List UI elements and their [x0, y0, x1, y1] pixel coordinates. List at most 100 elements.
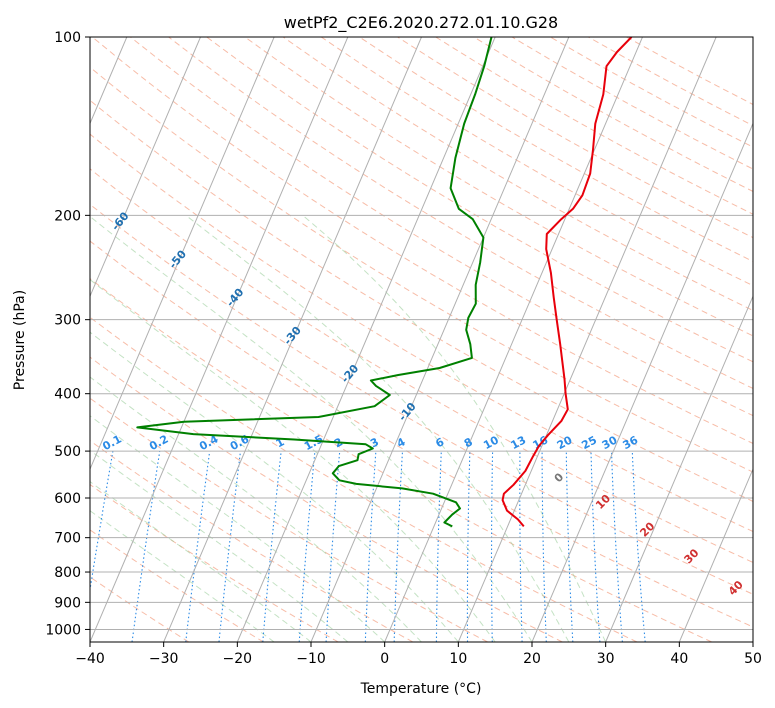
moist-adiabat-line: [90, 215, 533, 642]
mixing-ratio-line: [610, 451, 623, 642]
mixing-ratio-line: [490, 451, 494, 642]
isotherm-line: [90, 37, 349, 642]
x-tick-label: −30: [149, 651, 179, 667]
moist-adiabat-line: [90, 481, 312, 642]
isotherm-line: [605, 295, 753, 642]
dewpoint-line: [136, 37, 493, 528]
mixing-ratio-label: 10: [481, 433, 501, 452]
mixing-ratio-line: [435, 451, 442, 642]
x-tick-label: −10: [296, 651, 326, 667]
x-tick-label: 0: [380, 651, 389, 667]
mixing-ratio-label: 13: [509, 433, 529, 452]
y-tick-label: 900: [54, 595, 81, 611]
dry-adiabat-line: [244, 37, 753, 337]
isotherm-line: [236, 37, 496, 642]
mixing-ratio-line: [565, 451, 574, 642]
x-tick-label: 30: [597, 651, 615, 667]
moist-adiabat-line: [185, 214, 570, 642]
mixing-ratio-line: [185, 451, 211, 642]
y-tick-label: 400: [54, 387, 81, 403]
dry-adiabat-line: [90, 529, 264, 642]
y-tick-label: 800: [54, 565, 81, 581]
mixing-ratio-label: 3: [368, 435, 381, 450]
moist-adiabat-line: [302, 214, 607, 642]
dry-adiabat-line: [90, 278, 712, 642]
isotherm-line: [90, 37, 201, 298]
dry-adiabat-line: [90, 240, 753, 628]
dry-adiabat-label: -80: [0, 133, 17, 157]
y-tick-label: 1000: [45, 622, 81, 638]
dry-adiabat-label: -10: [396, 400, 419, 424]
dry-adiabat-line: [90, 133, 753, 533]
moist-adiabat-line: [90, 415, 386, 642]
chart-title: wetPf2_C2E6.2020.272.01.10.G28: [284, 13, 558, 33]
dry-adiabat-label: -20: [339, 362, 362, 386]
x-tick-label: −20: [223, 651, 253, 667]
dry-adiabat-line: [588, 37, 753, 127]
dry-adiabat-label: -60: [109, 209, 132, 233]
dry-adiabat-line: [90, 316, 638, 642]
line-labels: -100-90-80-70-60-50-40-30-20-100.10.20.4…: [0, 133, 746, 598]
moist-adiabat-line: [90, 510, 275, 642]
mixing-ratio-line: [298, 451, 316, 642]
dry-adiabat-line: [511, 37, 753, 170]
dry-adiabat-line: [435, 37, 753, 215]
isotherm-line: [678, 467, 753, 642]
moist-adiabat-label: 0: [552, 470, 567, 485]
mixing-ratio-line: [218, 451, 242, 642]
profile-lines: [136, 37, 633, 528]
moist-adiabat-label: 20: [637, 519, 657, 539]
mixing-ratio-line: [90, 451, 114, 594]
x-tick-label: 50: [744, 651, 762, 667]
moist-adiabat-label: 10: [593, 492, 613, 512]
mixing-ratio-label: 0.2: [147, 432, 170, 453]
dry-adiabat-line: [549, 37, 753, 148]
moist-adiabat-label: 40: [726, 578, 746, 598]
dry-adiabat-line: [90, 483, 339, 642]
isotherm-line: [384, 37, 643, 642]
dry-adiabat-line: [90, 356, 563, 642]
temperature-line: [501, 37, 633, 528]
x-tick-label: 10: [449, 651, 467, 667]
y-tick-label: 300: [54, 313, 81, 329]
isotherm-line: [457, 37, 717, 642]
dry-adiabat-line: [282, 37, 753, 312]
dry-adiabat-line: [130, 37, 753, 417]
mixing-ratio-line: [631, 451, 646, 642]
x-tick-label: 40: [670, 651, 688, 667]
dry-adiabat-line: [90, 203, 753, 595]
isotherm-line: [163, 37, 422, 642]
dry-adiabat-line: [359, 37, 753, 263]
y-tick-label: 200: [54, 208, 81, 224]
x-tick-label: −40: [75, 651, 105, 667]
moist-adiabat-line: [90, 331, 459, 642]
dry-adiabat-line: [91, 37, 753, 445]
isotherm-line: [310, 37, 570, 642]
mixing-ratio-label: 20: [555, 433, 575, 452]
axis-ticks: −40 −30 −20 −10 0 10 20 30 40 5010020030040050060…: [45, 30, 762, 667]
moist-adiabat-line: [90, 449, 349, 642]
y-tick-label: 500: [54, 444, 81, 460]
background-lines: [90, 37, 753, 642]
moist-adiabat-line: [90, 376, 422, 642]
dry-adiabat-line: [90, 397, 488, 642]
y-axis-label: Pressure (hPa): [12, 290, 28, 390]
dry-adiabat-label: -70: [52, 171, 75, 195]
y-tick-label: 600: [54, 491, 81, 507]
mixing-ratio-label: 30: [600, 433, 620, 452]
dry-adiabat-label: -40: [224, 286, 247, 310]
mixing-ratio-label: 25: [579, 433, 599, 452]
isotherm-line: [531, 122, 753, 642]
mixing-ratio-label: 1.5: [302, 432, 325, 453]
y-tick-label: 700: [54, 531, 81, 547]
isotherm-line: [90, 37, 275, 471]
moist-adiabat-label: 30: [682, 546, 702, 566]
mixing-ratio-label: 8: [462, 435, 475, 450]
moist-adiabat-line: [90, 279, 496, 642]
x-axis-label: Temperature (°C): [360, 681, 482, 697]
mixing-ratio-label: 36: [621, 433, 641, 452]
dry-adiabat-line: [90, 440, 414, 642]
dry-adiabat-line: [90, 576, 190, 642]
mixing-ratio-line: [519, 451, 523, 642]
